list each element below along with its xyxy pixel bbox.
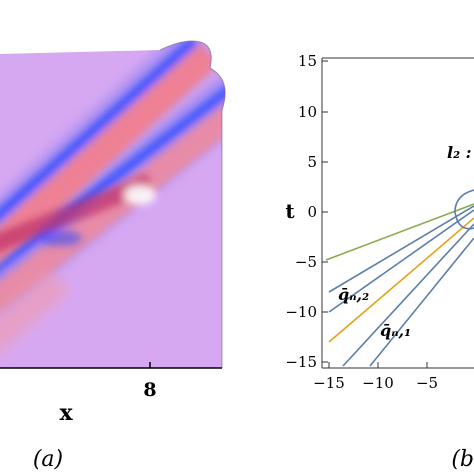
label-q-n1: q̄ₙ,₁ <box>380 321 411 340</box>
orange-line <box>328 217 474 343</box>
x-tick-label: −10 <box>362 374 394 392</box>
y-tick-labels: 15 10 5 0 −5 −10 −15 <box>285 52 317 371</box>
x-axis-label: x <box>59 400 73 426</box>
y-tick-marks <box>322 60 328 363</box>
panel-b-caption: (b <box>451 447 474 472</box>
contour-curves <box>325 189 474 367</box>
contour-line-1 <box>328 205 474 293</box>
y-tick-label: −5 <box>295 253 317 271</box>
panel-a-caption: (a) <box>33 447 63 472</box>
y-tick-label: 5 <box>307 153 317 171</box>
surface-plot <box>0 41 226 368</box>
green-line <box>325 203 474 261</box>
contour-line-4 <box>369 237 474 367</box>
y-tick-label: −10 <box>285 303 317 321</box>
y-axis-label: t <box>285 199 295 223</box>
x-tick-label: −5 <box>416 374 438 392</box>
x-tick-marks <box>328 362 428 368</box>
label-q-n2: q̄ₙ,₂ <box>338 285 369 304</box>
x-tick-label: −15 <box>313 374 345 392</box>
contour-line-2 <box>328 209 474 313</box>
y-tick-label: −15 <box>285 353 317 371</box>
y-tick-label: 10 <box>298 103 317 121</box>
x-tick-label: 8 <box>143 379 156 401</box>
contour-loop <box>454 189 474 230</box>
x-tick-labels: −15 −10 −5 <box>313 374 438 392</box>
contour-line-3 <box>342 223 474 367</box>
panel-a: 8 x (a) <box>0 40 226 472</box>
y-tick-label: 0 <box>307 203 317 221</box>
panel-b: 15 10 5 0 −5 −10 −15 −15 −10 −5 t l₂ : - <box>285 52 474 472</box>
annotation-l2: l₂ : - <box>447 143 474 162</box>
y-tick-label: 15 <box>298 52 317 70</box>
